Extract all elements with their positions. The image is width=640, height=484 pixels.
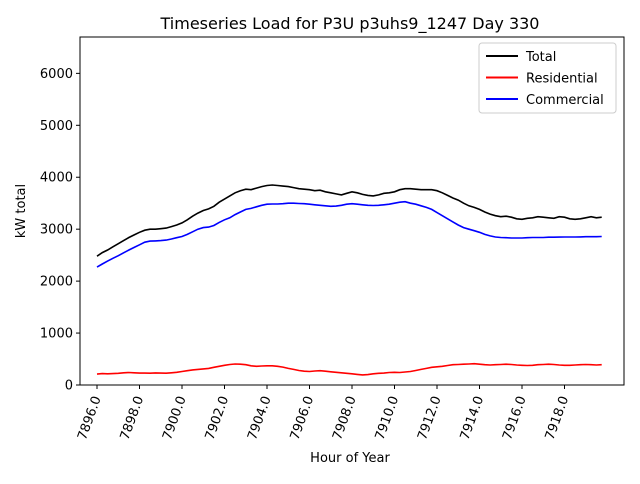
legend-label-total: Total — [525, 50, 556, 65]
y-tick-label: 6000 — [40, 67, 73, 82]
y-tick-label: 5000 — [40, 119, 73, 134]
y-axis: 0 1000 2000 3000 4000 5000 6000 — [40, 67, 80, 394]
y-tick-label: 2000 — [40, 275, 73, 290]
plot-area — [96, 184, 602, 376]
series-line-commercial — [96, 200, 602, 268]
y-axis-label: kW total — [14, 184, 29, 238]
legend-label-commercial: Commercial — [526, 93, 604, 108]
series-line-residential — [96, 362, 602, 376]
chart-title: Timeseries Load for P3U p3uhs9_1247 Day … — [160, 14, 540, 34]
legend-box — [478, 42, 617, 114]
y-tick-label: 1000 — [40, 327, 73, 342]
y-tick-label: 0 — [65, 379, 73, 394]
x-axis-label: Hour of Year — [310, 451, 390, 466]
legend: Total Residential Commercial — [478, 42, 617, 114]
legend-label-residential: Residential — [526, 72, 598, 87]
y-tick-label: 3000 — [40, 223, 73, 238]
y-tick-label: 4000 — [40, 171, 73, 186]
series-line-total — [96, 184, 602, 257]
